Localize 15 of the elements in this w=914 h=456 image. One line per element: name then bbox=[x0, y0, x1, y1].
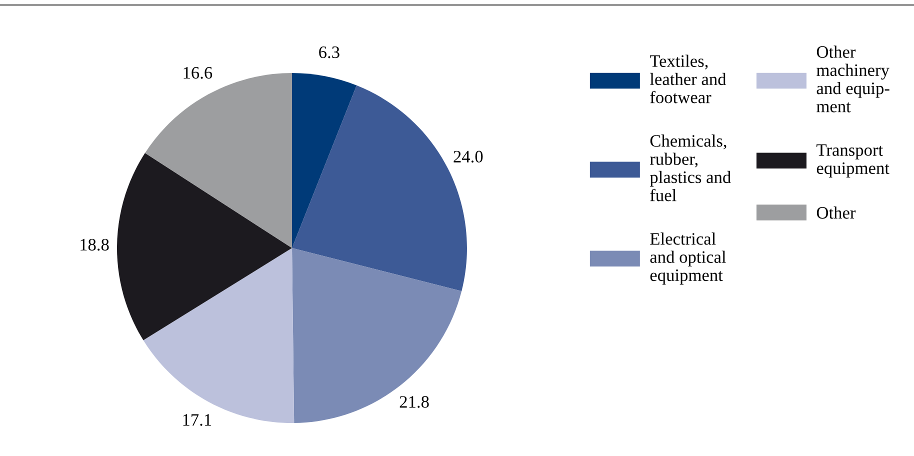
data-label: 16.6 bbox=[184, 67, 212, 79]
data-label: 18.8 bbox=[80, 238, 109, 251]
pie-slice bbox=[292, 73, 357, 248]
legend-label: Electrical and optical equipment bbox=[650, 232, 726, 285]
legend-label: Transport equipment bbox=[816, 144, 890, 178]
legend-label: Chemicals, rubber, plastics and fuel bbox=[650, 134, 731, 202]
legend-label: Other machinery and equip- ment bbox=[816, 46, 890, 112]
data-label: 21.8 bbox=[400, 396, 429, 408]
data-label: 6.3 bbox=[319, 46, 340, 58]
pie-slice bbox=[117, 153, 292, 340]
data-label: 24.0 bbox=[454, 150, 483, 163]
legend-label: Textiles, leather and footwear bbox=[650, 54, 726, 104]
pie-slice bbox=[292, 248, 462, 423]
legend-label: Other bbox=[816, 206, 856, 219]
data-label: 17.1 bbox=[183, 414, 212, 426]
